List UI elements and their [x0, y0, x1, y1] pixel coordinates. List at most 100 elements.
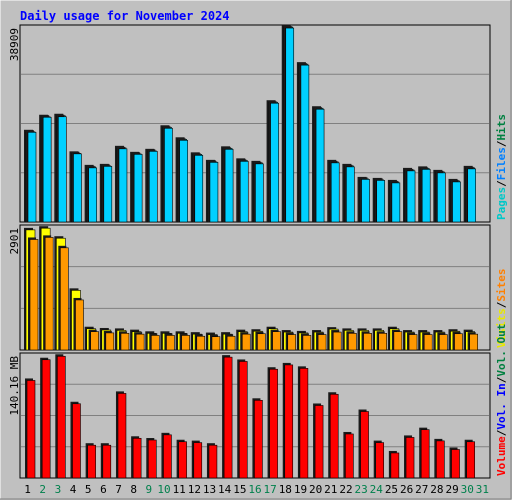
day-tick-label: 13: [203, 483, 216, 496]
files-bar: [437, 172, 446, 223]
day-tick-label: 8: [130, 483, 137, 496]
volume-max-label: 140.16 MB: [8, 356, 21, 416]
day-tick-label: 18: [279, 483, 292, 496]
files-bar: [58, 116, 67, 223]
files-bar: [103, 166, 113, 223]
hits-panel: 38909 Pages/Files/Hits: [8, 24, 508, 223]
sites-bar: [348, 333, 357, 351]
files-bar: [421, 169, 431, 223]
sites-bar: [302, 335, 312, 351]
hits-legend-entry: Pages: [495, 187, 508, 220]
files-bar: [391, 182, 401, 223]
day-tick-label: 21: [324, 483, 337, 496]
day-tick-label: 28: [430, 483, 443, 496]
visits-legend-entry: Visits: [495, 308, 508, 348]
volume-bar: [117, 393, 127, 479]
volume-bar: [163, 434, 172, 479]
volume-bar: [26, 380, 36, 479]
sites-bar: [29, 239, 39, 351]
sites-bar: [75, 299, 84, 351]
chart-title: Daily usage for November 2024: [20, 9, 230, 23]
files-bar: [467, 168, 476, 223]
volume-bar: [284, 364, 294, 479]
files-bar: [88, 167, 97, 223]
sites-bar: [226, 335, 236, 351]
day-tick-label: 10: [157, 483, 170, 496]
volume-bar: [147, 439, 157, 479]
volume-bar: [405, 437, 415, 479]
files-bar: [27, 131, 37, 223]
volume-bar: [299, 368, 309, 479]
day-tick-label: 7: [115, 483, 122, 496]
volume-bar: [178, 441, 187, 479]
files-bar: [209, 162, 219, 223]
day-tick-label: 19: [294, 483, 307, 496]
volume-bar: [345, 433, 354, 479]
volume-bar: [466, 441, 475, 479]
day-tick-label: 2: [39, 483, 46, 496]
volume-bar: [132, 437, 142, 479]
sites-bar: [317, 334, 327, 351]
sites-bar: [60, 247, 69, 351]
visits-legend-entry: Sites: [495, 269, 508, 302]
day-tick-label: 29: [445, 483, 458, 496]
files-bar: [224, 149, 234, 223]
files-bar: [179, 140, 188, 223]
sites-bar: [272, 331, 281, 351]
volume-legend-entry: Vol. Out: [495, 324, 508, 377]
files-bar: [285, 27, 295, 223]
day-tick-label: 3: [55, 483, 62, 496]
volume-bar: [329, 393, 339, 479]
volume-bar: [375, 442, 385, 479]
sites-bar: [181, 335, 190, 351]
volume-bar: [41, 359, 51, 479]
hits-legend: Pages/Files/Hits: [495, 114, 508, 220]
sites-bar: [423, 334, 433, 351]
volume-bar: [57, 355, 66, 479]
volume-bar: [314, 405, 324, 479]
day-tick-label: 12: [188, 483, 201, 496]
sites-bar: [257, 333, 266, 351]
files-bar: [239, 161, 249, 223]
sites-bar: [393, 331, 403, 351]
sites-bar: [90, 331, 99, 351]
sites-bar: [363, 333, 372, 351]
volume-legend-separator: /: [495, 429, 508, 436]
files-bar: [42, 116, 52, 223]
files-bar: [194, 155, 204, 223]
day-tick-label: 27: [415, 483, 428, 496]
day-tick-label: 5: [85, 483, 92, 496]
day-tick-label: 4: [70, 483, 77, 496]
volume-bar: [390, 452, 400, 479]
files-bar: [73, 153, 82, 223]
visits-legend: Visits/Sites: [495, 269, 508, 349]
hits-max-label: 38909: [8, 28, 21, 61]
visits-max-label: 2901: [8, 228, 21, 255]
files-bar: [315, 108, 325, 223]
sites-bar: [469, 333, 478, 351]
volume-bar: [223, 356, 233, 479]
visits-legend-separator: /: [495, 301, 508, 308]
sites-bar: [211, 336, 221, 351]
volume-bar: [193, 442, 203, 479]
volume-bar: [451, 449, 460, 479]
volume-bar: [269, 368, 278, 479]
files-bar: [270, 102, 279, 223]
day-tick-label: 31: [476, 483, 489, 496]
sites-bar: [44, 237, 54, 351]
day-tick-label: 17: [264, 483, 277, 496]
hits-legend-entry: Files: [495, 147, 508, 180]
files-bar: [376, 180, 386, 223]
day-axis: 1 2 3 4 5 6 7 8 9 10 11 12 13 14 15 16 17 18 19 20 21 22 23 24 2…: [24, 483, 489, 496]
sites-bar: [241, 333, 251, 351]
sites-bar: [196, 335, 206, 351]
sites-bar: [332, 331, 342, 351]
day-tick-label: 16: [248, 483, 261, 496]
volume-bar: [420, 429, 430, 479]
files-bar: [148, 151, 158, 223]
files-bar: [164, 127, 173, 223]
volume-bar: [238, 361, 248, 479]
files-bar: [133, 154, 143, 223]
